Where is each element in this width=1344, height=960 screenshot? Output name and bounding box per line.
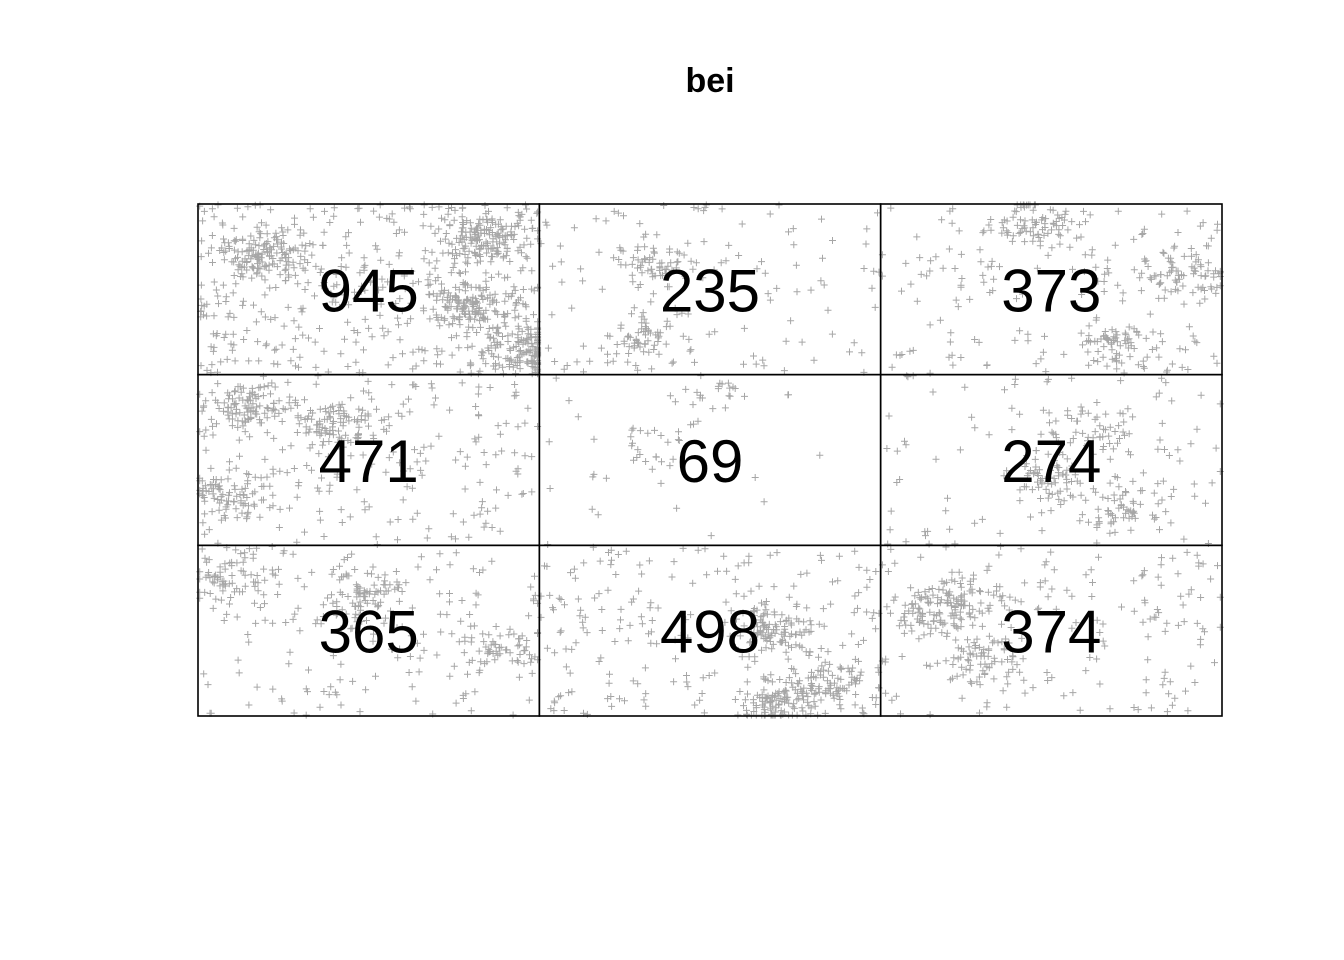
quadrat-count-r2-c0: 365 bbox=[319, 599, 419, 666]
quadrat-points-r0-c1 bbox=[537, 201, 883, 376]
point-marks bbox=[196, 543, 542, 719]
point-marks bbox=[878, 201, 1224, 377]
point-marks bbox=[537, 201, 883, 376]
quadrat-points-r0-c2 bbox=[878, 201, 1224, 377]
quadrat-count-r2-c1: 498 bbox=[660, 599, 760, 666]
quadrat-count-r2-c2: 374 bbox=[1001, 599, 1101, 666]
quadrat-count-r1-c1: 69 bbox=[677, 428, 744, 495]
quadrat-points-r0-c0 bbox=[196, 201, 542, 378]
quadrat-count-r0-c1: 235 bbox=[660, 257, 760, 324]
quadrat-points-r1-c1 bbox=[544, 372, 824, 548]
quadrat-points-r2-c1 bbox=[537, 543, 883, 719]
quadrat-count-r0-c0: 945 bbox=[319, 257, 419, 324]
quadrat-points-r2-c0 bbox=[196, 543, 542, 719]
quadrat-points-r1-c0 bbox=[196, 372, 542, 548]
quadrat-count-r0-c2: 373 bbox=[1001, 257, 1101, 324]
point-marks bbox=[544, 372, 824, 548]
point-marks bbox=[196, 201, 542, 378]
point-marks bbox=[883, 372, 1224, 548]
quadrat-cell-r2-c2 bbox=[879, 544, 1223, 717]
quadrat-points-r1-c2 bbox=[883, 372, 1224, 548]
point-pattern bbox=[196, 201, 1224, 719]
quadrat-grid bbox=[197, 203, 1223, 717]
point-marks bbox=[196, 372, 542, 548]
chart-title: bei bbox=[685, 62, 734, 100]
quadrat-count-r1-c0: 471 bbox=[319, 428, 419, 495]
point-marks bbox=[537, 543, 883, 719]
quadrat-count-labels: 945 235 373 471 69 274 365 498 374 bbox=[319, 257, 1102, 665]
quadrat-points-r2-c2 bbox=[878, 542, 1224, 719]
point-marks bbox=[878, 542, 1224, 719]
quadrat-count-r1-c2: 274 bbox=[1001, 428, 1101, 495]
